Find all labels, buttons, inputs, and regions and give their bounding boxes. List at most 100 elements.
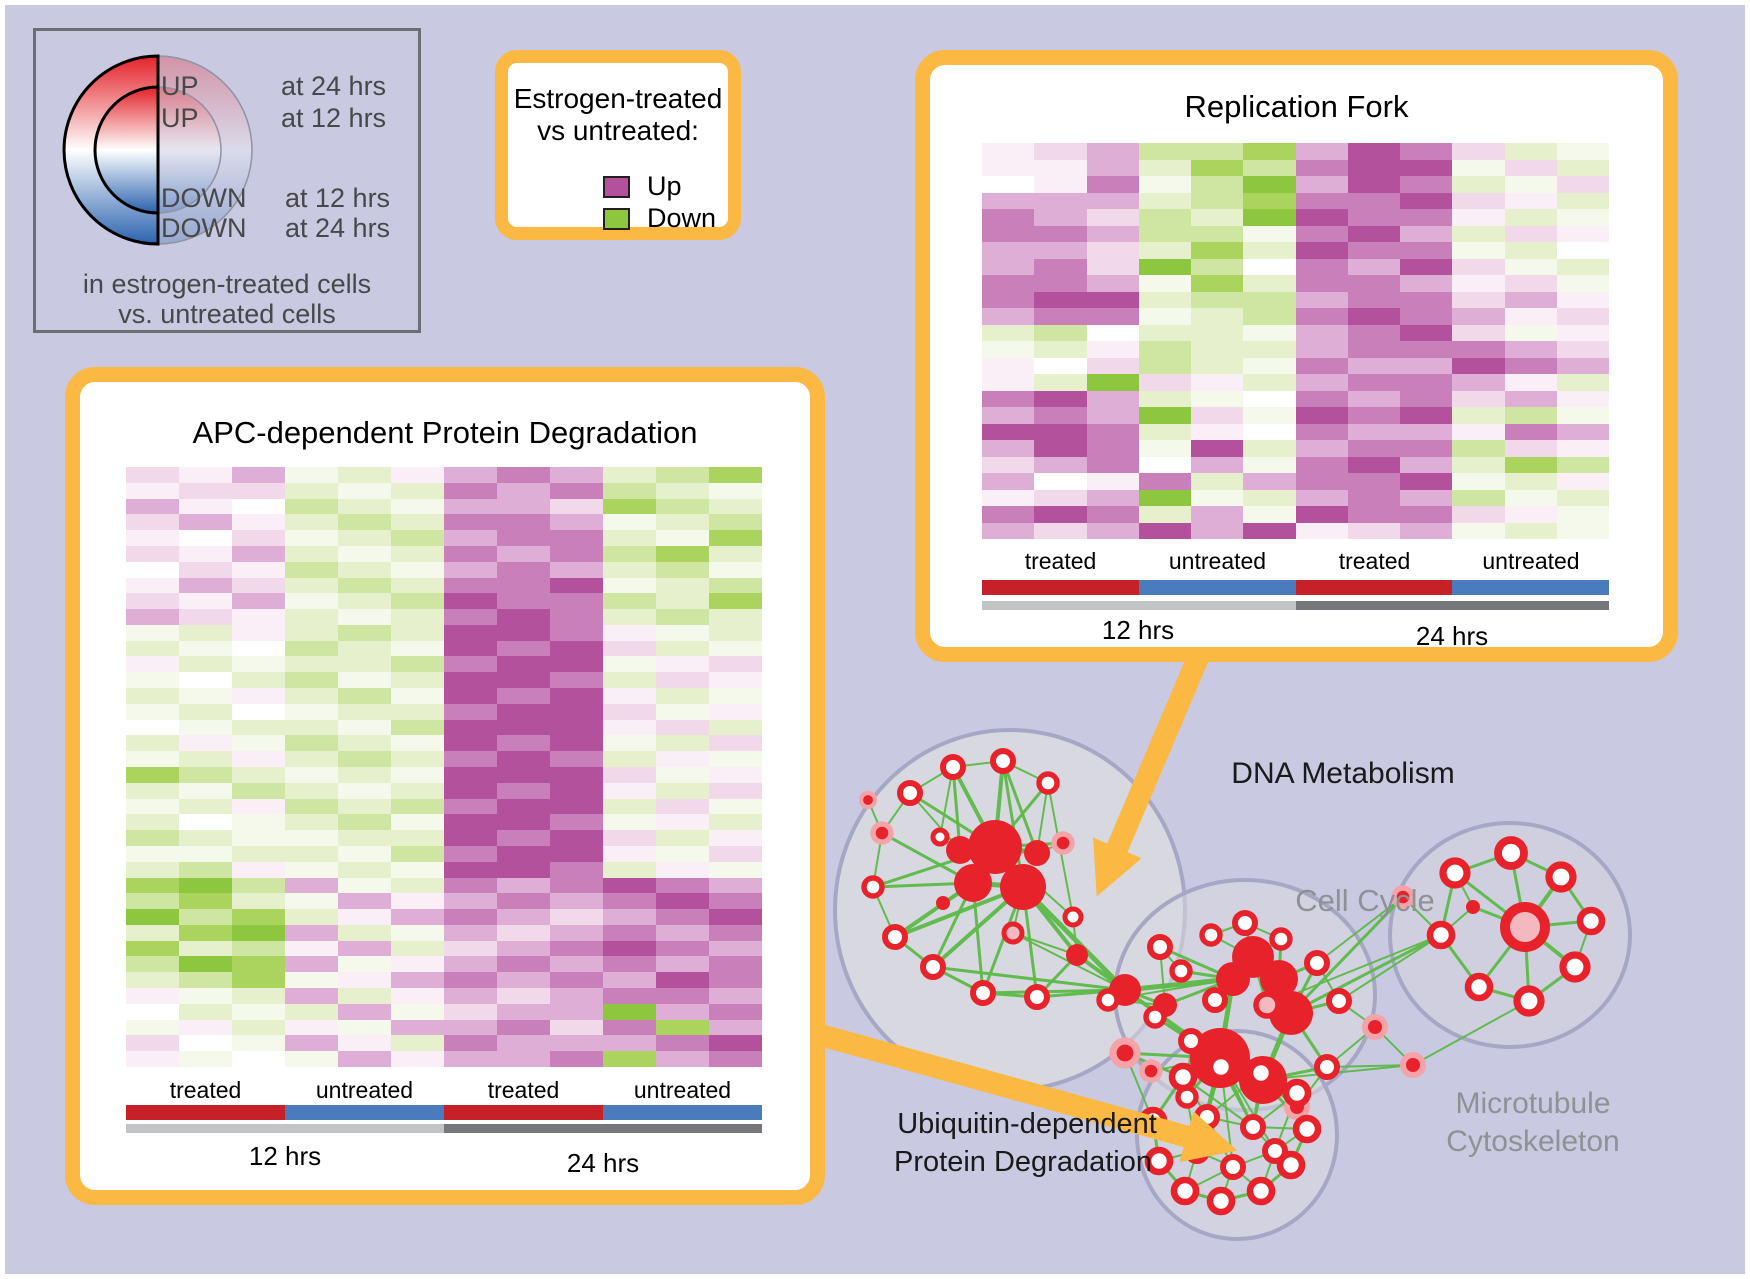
heatmap-cell [1347,473,1400,490]
heatmap-cell [126,751,179,767]
heatmap-cell [1138,456,1191,473]
heatmap-cell [1400,423,1453,440]
heatmap-cell [1295,159,1348,176]
network-edge [1001,759,1039,855]
heatmap-cell [391,1019,444,1036]
heatmap-cell [603,514,656,531]
heatmap-cell [1347,324,1400,341]
heatmap-cell [497,972,550,989]
heatmap-cell [497,861,550,878]
heatmap-cell [179,956,232,973]
heatmap-cell [391,1003,444,1020]
heatmap-cell [338,672,391,689]
heatmap-cell [391,624,444,641]
heatmap-cell [656,877,709,894]
heatmap-cell [285,672,338,689]
heatmap-cell [232,640,285,657]
heatmap-cell [709,751,762,767]
heatmap-cell [603,940,656,957]
network-node-ring [1036,771,1060,795]
heatmap-cell [444,988,497,1004]
heatmap-cell [709,830,762,846]
heatmap-cell [1504,440,1557,457]
network-node-ring [1199,923,1223,947]
heatmap-cell [338,640,391,657]
heatmap-cell [1138,242,1191,259]
heatmap-cell [1243,308,1296,325]
heatmap-cell [126,577,179,594]
heatmap-cell [444,1019,497,1036]
network-node-pink-center [1116,1044,1134,1062]
heatmap-cell [391,877,444,894]
heatmap-cell [391,609,444,625]
network-edge [1316,896,1404,964]
heatmap-cell [444,498,497,515]
heatmap-cell [338,545,391,562]
heatmap-cell [1086,423,1139,440]
heatmap-cell [709,593,762,610]
heatmap-cell [1400,357,1453,374]
heatmap-cell [1243,192,1296,209]
heatmap-cell [1191,522,1244,539]
heatmap-cell [1034,291,1087,308]
heatmap-cell [126,877,179,894]
heatmap-cell [1400,225,1453,242]
heatmap-cell [179,672,232,689]
heatmap-cell [656,893,709,910]
heatmap-cell [285,1035,338,1052]
heatmap-cell [1400,407,1453,424]
heatmap-cell [338,798,391,815]
heatmap-cell [550,924,603,941]
down-label: Down [647,203,717,233]
heatmap-cell [1295,324,1348,341]
hrs12-bar-segment [126,1124,444,1133]
heatmap-cell [709,1019,762,1036]
heatmap-cell [179,688,232,704]
network-edge [1182,1076,1254,1128]
heatmap-cell [656,814,709,831]
heatmap-cell [656,498,709,515]
heatmap-cell [603,988,656,1004]
heatmap-cell [179,735,232,752]
heatmap-cell [709,703,762,720]
heatmap-cell [982,324,1035,341]
heatmap-cell [1034,423,1087,440]
heatmap-cell [1034,324,1087,341]
heatmap-cell [444,656,497,673]
heatmap-cell [232,814,285,831]
treated-bar-segment [126,1105,285,1120]
network-node-ring [1439,857,1471,889]
heatmap-cell [1295,192,1348,209]
heatmap-cell [603,577,656,594]
heatmap-cell [126,719,179,736]
heatmap-cell [656,766,709,783]
heatmap-cell [497,766,550,783]
heatmap-cell [285,845,338,862]
heatmap-cell [232,688,285,704]
heatmap-cell [126,1035,179,1052]
heatmap-cell [603,782,656,799]
heatmap-cell [1400,440,1453,457]
heatmap-cell [497,688,550,704]
heatmap-cell [179,624,232,641]
apc-condition-bar [126,1105,762,1120]
heatmap-cell [126,498,179,515]
heatmap-cell [1086,522,1139,539]
rf-group-label-2: untreated [1168,548,1267,574]
network-node-ring [861,875,885,899]
heatmap-cell [656,845,709,862]
heatmap-cell [1556,176,1609,193]
heatmap-cell [497,956,550,973]
heatmap-cell [285,940,338,957]
heatmap-cell [709,656,762,673]
heatmap-cell [232,877,285,894]
heatmap-cell [550,798,603,815]
heatmap-cell [391,924,444,941]
heatmap-cell [444,798,497,815]
hrs24-bar-segment [444,1124,762,1133]
heatmap-cell [1295,522,1348,539]
network-node-solid [1260,960,1298,998]
heatmap-cell [1243,407,1296,424]
heatmap-cell [444,845,497,862]
heatmap-cell [179,988,232,1004]
